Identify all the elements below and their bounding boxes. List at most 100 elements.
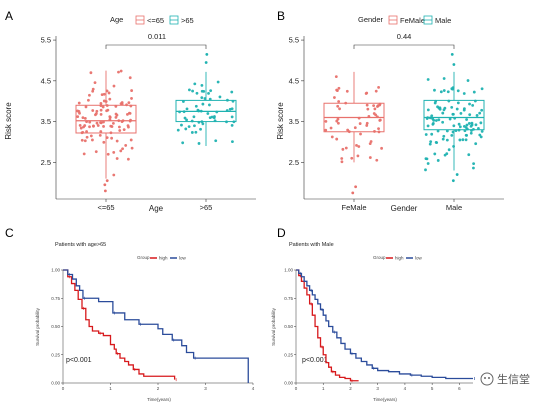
outlier-point — [204, 61, 208, 64]
data-point — [187, 125, 191, 129]
x-tick-label: 6 — [458, 386, 461, 391]
y-tick-label: 2.5 — [41, 158, 51, 167]
data-point — [102, 140, 106, 144]
y-tick-label: 0.00 — [51, 381, 60, 386]
data-point — [196, 108, 200, 112]
data-point — [474, 142, 478, 146]
data-point — [180, 123, 183, 127]
data-point — [201, 102, 205, 106]
panel-c-km: Patients with age>65 Group high low Surv… — [35, 242, 255, 402]
outlier-point — [452, 63, 456, 66]
data-point — [79, 126, 83, 130]
data-point — [99, 112, 103, 116]
data-point — [194, 130, 198, 134]
data-point — [102, 99, 106, 103]
data-point — [465, 127, 469, 131]
data-point — [213, 119, 217, 123]
data-point — [461, 138, 465, 142]
data-point — [188, 88, 191, 92]
y-axis-title: Risk score — [276, 102, 285, 140]
data-point — [115, 157, 119, 160]
data-point — [324, 119, 328, 123]
data-point — [88, 93, 91, 97]
data-point — [185, 118, 188, 122]
data-point — [126, 112, 129, 116]
data-point — [76, 115, 80, 119]
data-point — [193, 82, 197, 86]
x-axis-title: Gender — [391, 204, 418, 213]
data-point — [83, 117, 87, 120]
data-point — [120, 120, 124, 124]
data-point — [99, 121, 102, 125]
data-point — [462, 92, 466, 95]
x-axis-title: Time(years) — [373, 397, 397, 402]
data-point — [441, 120, 445, 124]
data-point — [181, 141, 185, 145]
data-point — [377, 85, 380, 89]
data-point — [130, 97, 133, 100]
data-point — [190, 119, 194, 123]
data-point — [426, 124, 430, 128]
data-point — [442, 134, 446, 138]
panel-letter-a: A — [5, 9, 13, 23]
data-point — [451, 130, 455, 134]
panel-letter-c: C — [5, 226, 14, 240]
data-point — [457, 128, 461, 132]
x-tick-label: Male — [446, 203, 462, 212]
legend-key-2 — [169, 15, 179, 25]
data-point — [469, 131, 473, 135]
data-point — [378, 118, 382, 122]
p-value-label: 0.44 — [397, 32, 412, 41]
data-point — [210, 115, 214, 119]
data-point — [472, 127, 475, 131]
data-point — [436, 129, 440, 133]
data-point — [192, 115, 196, 119]
data-point — [455, 107, 459, 111]
data-point — [114, 104, 118, 108]
x-tick-label: 4 — [404, 386, 407, 391]
x-tick-label: 5 — [431, 386, 434, 391]
data-point — [122, 128, 126, 131]
watermark-logo-eye — [484, 377, 486, 379]
data-point — [368, 156, 372, 159]
data-point — [472, 162, 476, 166]
data-point — [424, 133, 428, 136]
data-point — [344, 101, 348, 105]
data-point — [465, 133, 469, 137]
data-point — [92, 124, 95, 128]
y-tick-label: 4.5 — [41, 76, 51, 85]
data-point — [447, 99, 451, 103]
data-point — [337, 100, 341, 103]
data-point — [95, 121, 99, 125]
data-point — [477, 126, 480, 130]
data-point — [126, 124, 130, 127]
data-point — [347, 130, 351, 134]
data-point — [336, 117, 340, 121]
data-point — [338, 107, 341, 111]
x-tick-label: 3 — [376, 386, 379, 391]
data-point — [197, 142, 201, 145]
data-point — [430, 114, 434, 118]
data-point — [125, 103, 128, 107]
outlier-point — [354, 185, 358, 189]
data-point — [119, 69, 123, 73]
data-point — [424, 168, 427, 172]
y-tick-label: 2.5 — [289, 158, 299, 167]
y-tick-label: 5.5 — [289, 36, 299, 45]
data-point — [88, 125, 91, 129]
x-tick-label: 2 — [157, 386, 160, 391]
data-point — [95, 109, 99, 113]
y-tick-label: 0.50 — [284, 324, 293, 329]
y-tick-label: 0.50 — [51, 324, 60, 329]
data-point — [365, 103, 369, 107]
data-point — [82, 152, 86, 156]
significance-bracket — [353, 44, 455, 49]
data-point — [83, 139, 87, 143]
x-tick-label: 4 — [252, 386, 255, 391]
data-point — [99, 130, 103, 133]
data-point — [89, 71, 93, 75]
legend-title: Group — [373, 255, 386, 260]
data-point — [479, 121, 483, 125]
data-point — [226, 98, 229, 102]
